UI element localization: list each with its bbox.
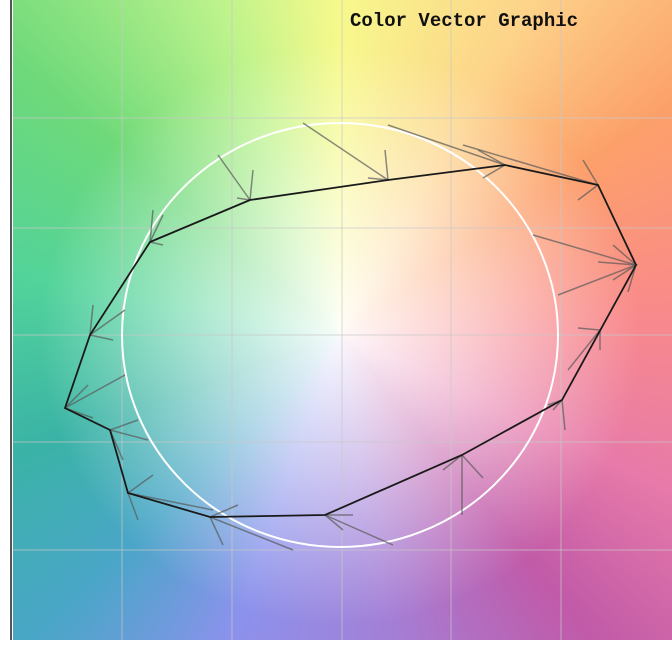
reference-circle: [121, 122, 559, 548]
measured-path: [63, 164, 638, 518]
vector-overlay: [13, 0, 672, 640]
bottom-margin: [0, 640, 672, 657]
vectors: [63, 122, 639, 551]
frame-edge: [10, 0, 12, 640]
title: Color Vector Graphic: [350, 10, 579, 32]
